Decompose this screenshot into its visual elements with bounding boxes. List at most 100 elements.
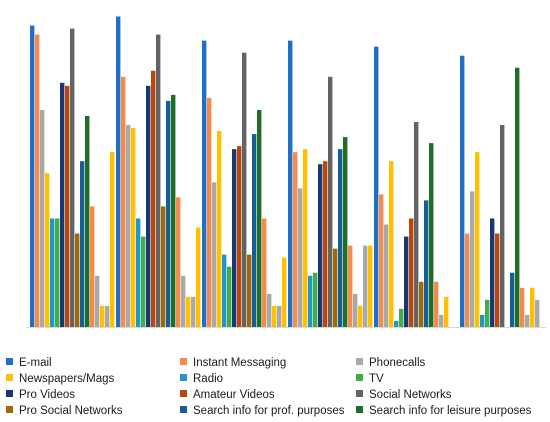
bar-s16-g2 (282, 257, 287, 327)
bar-s10-g4 (424, 200, 429, 327)
bar-s3-g0 (45, 173, 50, 327)
bar-s12-g5 (520, 287, 525, 327)
bar-s15-g3 (363, 245, 368, 327)
bar-s0-g5 (460, 55, 465, 328)
bar-s12-g1 (176, 197, 181, 327)
legend-item: Instant Messaging (180, 357, 286, 369)
legend-item: Radio (180, 373, 223, 385)
legend-label: Instant Messaging (193, 357, 286, 369)
bar-s7-g4 (409, 218, 414, 327)
legend-item: Pro Videos (6, 389, 75, 401)
legend-label: Newspapers/Mags (19, 373, 114, 385)
bar-s1-g4 (379, 194, 384, 327)
bar-s15-g1 (191, 296, 196, 327)
legend-label: Amateur Videos (193, 389, 275, 401)
legend-swatch (6, 374, 13, 381)
bar-s4-g3 (308, 275, 313, 327)
bar-s10-g2 (252, 134, 257, 327)
legend-swatch (356, 374, 363, 381)
bar-s5-g5 (485, 299, 490, 327)
bar-s14-g1 (186, 296, 191, 327)
legend-item: Amateur Videos (180, 389, 275, 401)
legend-item: TV (356, 373, 384, 385)
legend-label: Radio (193, 373, 223, 385)
bar-s14-g0 (100, 305, 105, 327)
bar-s4-g5 (480, 314, 485, 327)
legend-item: Social Networks (356, 389, 452, 401)
bar-s5-g2 (227, 266, 232, 327)
legend-item: Pro Social Networks (6, 405, 123, 417)
bar-s12-g0 (90, 206, 95, 327)
bars-layer (30, 16, 540, 328)
bar-s11-g3 (343, 137, 348, 327)
bar-s10-g5 (510, 272, 515, 327)
bar-s2-g4 (384, 224, 389, 327)
bar-s16-g1 (196, 227, 201, 327)
bar-s13-g4 (439, 314, 444, 327)
legend-swatch (180, 374, 187, 381)
bar-s8-g0 (70, 28, 75, 328)
bar-s5-g0 (55, 218, 60, 327)
bar-s3-g5 (475, 152, 480, 327)
bar-s0-g4 (374, 46, 379, 328)
bar-s8-g5 (500, 125, 505, 327)
legend-item: Search info for leisure purposes (356, 405, 532, 417)
bar-s1-g3 (293, 152, 298, 327)
bar-s9-g2 (247, 254, 252, 327)
legend-item: E-mail (6, 357, 52, 369)
bar-s8-g4 (414, 122, 419, 327)
bar-s3-g3 (303, 149, 308, 327)
bar-s5-g1 (141, 236, 146, 327)
legend-swatch (180, 358, 187, 365)
bar-s5-g3 (313, 272, 318, 327)
bar-s11-g0 (85, 115, 90, 327)
legend-item: Newspapers/Mags (6, 373, 114, 385)
bar-s7-g2 (237, 146, 242, 327)
bar-s1-g1 (121, 76, 126, 327)
legend-label: TV (369, 373, 384, 385)
legend-label: Pro Social Networks (19, 405, 123, 417)
bar-s0-g3 (288, 40, 293, 327)
bar-s2-g1 (126, 125, 131, 327)
bar-s16-g0 (110, 152, 115, 327)
legend-label: Search info for prof. purposes (193, 405, 345, 417)
bar-s15-g2 (277, 305, 282, 327)
bar-s13-g0 (95, 275, 100, 327)
bar-s6-g2 (232, 149, 237, 327)
bar-s12-g3 (348, 245, 353, 327)
legend-swatch (356, 358, 363, 365)
bar-s6-g5 (490, 218, 495, 327)
legend-label: Phonecalls (369, 357, 426, 369)
bar-s7-g3 (323, 161, 328, 327)
bar-s11-g2 (257, 109, 262, 328)
bar-s11-g5 (515, 67, 520, 327)
bar-s8-g1 (156, 34, 161, 327)
legend-label: Pro Videos (19, 389, 75, 401)
bar-s9-g1 (161, 206, 166, 327)
bar-s12-g4 (434, 281, 439, 327)
bar-s2-g0 (40, 109, 45, 328)
legend-label: E-mail (19, 357, 52, 369)
bar-s1-g5 (465, 233, 470, 327)
bar-s7-g1 (151, 70, 156, 327)
bar-s10-g1 (166, 100, 171, 327)
bar-s4-g1 (136, 218, 141, 327)
bar-s2-g2 (212, 182, 217, 327)
bar-s15-g0 (105, 305, 110, 327)
legend-item: Search info for prof. purposes (180, 405, 345, 417)
bar-s8-g3 (328, 76, 333, 327)
bar-s7-g0 (65, 85, 70, 327)
legend-swatch (356, 406, 363, 413)
bar-s9-g3 (333, 248, 338, 327)
bar-s13-g2 (267, 293, 272, 327)
legend-swatch (180, 406, 187, 413)
bar-s6-g0 (60, 82, 65, 328)
bar-s5-g4 (399, 308, 404, 327)
bar-s8-g2 (242, 52, 247, 328)
bar-s0-g2 (202, 40, 207, 327)
bar-s12-g2 (262, 218, 267, 327)
legend-swatch (6, 358, 13, 365)
bar-s10-g0 (80, 161, 85, 327)
bar-s14-g3 (358, 305, 363, 327)
